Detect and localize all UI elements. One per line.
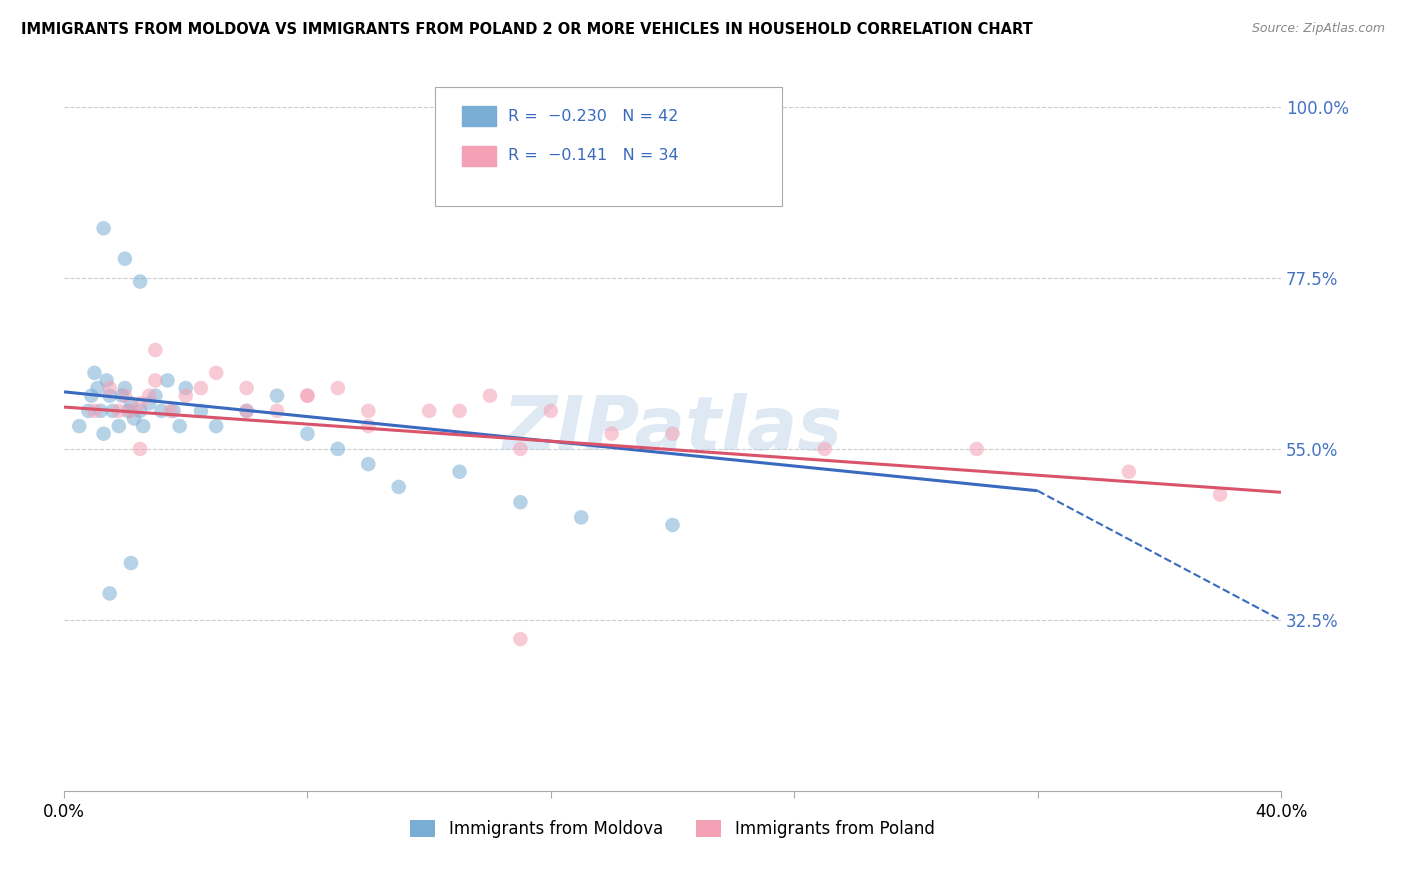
Point	[235, 404, 257, 418]
Point	[129, 275, 152, 289]
Point	[297, 426, 319, 441]
Point	[132, 419, 155, 434]
Point	[966, 442, 988, 456]
Point	[122, 411, 145, 425]
FancyBboxPatch shape	[436, 87, 782, 206]
Point	[111, 389, 134, 403]
Point	[266, 389, 288, 403]
Point	[159, 404, 181, 418]
Point	[90, 404, 112, 418]
Point	[150, 404, 173, 418]
Point	[388, 480, 411, 494]
Point	[326, 442, 349, 456]
Point	[101, 404, 124, 418]
Point	[138, 389, 160, 403]
Point	[418, 404, 440, 418]
Point	[297, 389, 319, 403]
Text: R =  −0.141   N = 34: R = −0.141 N = 34	[508, 148, 679, 163]
Point	[357, 404, 380, 418]
Point	[93, 221, 115, 235]
Bar	[463, 106, 496, 127]
Point	[297, 389, 319, 403]
Point	[120, 404, 142, 418]
Point	[83, 404, 105, 418]
Text: ZIPatlas: ZIPatlas	[502, 393, 842, 467]
Point	[120, 396, 142, 410]
Point	[169, 419, 191, 434]
Point	[174, 381, 197, 395]
Point	[190, 381, 212, 395]
Point	[143, 374, 166, 388]
Point	[120, 556, 142, 570]
Point	[83, 366, 105, 380]
Point	[80, 389, 103, 403]
Point	[540, 404, 562, 418]
Text: R =  −0.230   N = 42: R = −0.230 N = 42	[508, 109, 679, 124]
Point	[205, 366, 228, 380]
Point	[190, 404, 212, 418]
Point	[93, 426, 115, 441]
Point	[98, 389, 121, 403]
Point	[357, 457, 380, 471]
Point	[235, 404, 257, 418]
Point	[266, 404, 288, 418]
Point	[156, 374, 179, 388]
Point	[205, 419, 228, 434]
Point	[661, 518, 683, 533]
Point	[114, 252, 136, 266]
Point	[98, 381, 121, 395]
Point	[77, 404, 100, 418]
Point	[143, 389, 166, 403]
Point	[569, 510, 592, 524]
Point	[449, 404, 471, 418]
Point	[174, 389, 197, 403]
Point	[114, 381, 136, 395]
Point	[449, 465, 471, 479]
Point	[114, 389, 136, 403]
Point	[1118, 465, 1140, 479]
Point	[138, 396, 160, 410]
Point	[67, 419, 90, 434]
Point	[108, 419, 131, 434]
Point	[96, 374, 118, 388]
Point	[661, 426, 683, 441]
Point	[129, 404, 152, 418]
Point	[478, 389, 501, 403]
Point	[509, 632, 531, 646]
Point	[143, 343, 166, 357]
Legend: Immigrants from Moldova, Immigrants from Poland: Immigrants from Moldova, Immigrants from…	[404, 813, 941, 845]
Bar	[463, 146, 496, 166]
Point	[509, 495, 531, 509]
Point	[600, 426, 623, 441]
Point	[108, 404, 131, 418]
Point	[235, 381, 257, 395]
Point	[357, 419, 380, 434]
Point	[509, 442, 531, 456]
Point	[98, 586, 121, 600]
Point	[117, 404, 139, 418]
Point	[162, 404, 184, 418]
Text: IMMIGRANTS FROM MOLDOVA VS IMMIGRANTS FROM POLAND 2 OR MORE VEHICLES IN HOUSEHOL: IMMIGRANTS FROM MOLDOVA VS IMMIGRANTS FR…	[21, 22, 1033, 37]
Text: Source: ZipAtlas.com: Source: ZipAtlas.com	[1251, 22, 1385, 36]
Point	[129, 396, 152, 410]
Point	[1209, 487, 1232, 501]
Point	[129, 442, 152, 456]
Point	[814, 442, 837, 456]
Point	[326, 381, 349, 395]
Point	[86, 381, 108, 395]
